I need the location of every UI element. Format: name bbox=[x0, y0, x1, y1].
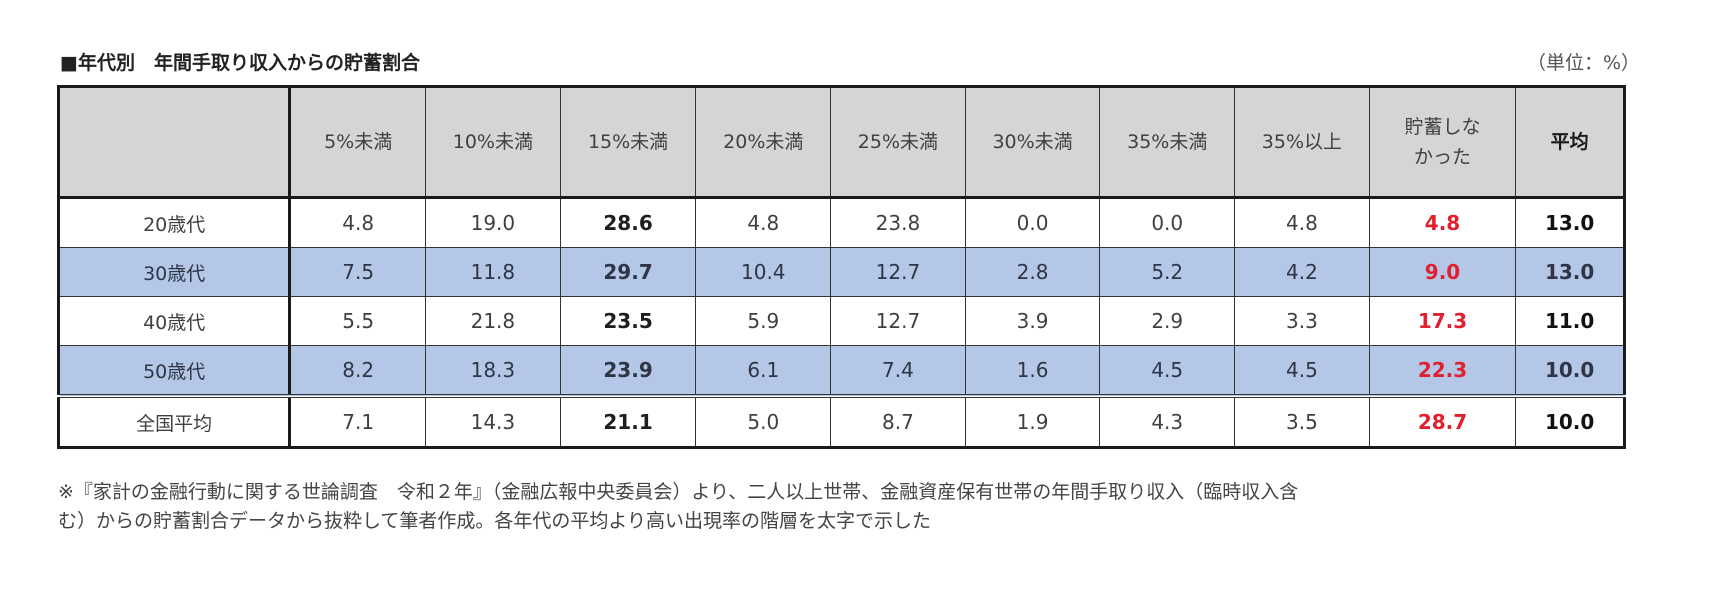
table-cell: 29.7 bbox=[559, 247, 697, 297]
table-cell: 7.5 bbox=[289, 247, 427, 297]
table-cell: 5.5 bbox=[289, 296, 427, 346]
table-cell: 14.3 bbox=[425, 394, 561, 448]
average-cell: 10.0 bbox=[1515, 345, 1625, 397]
table-row-40s: 40歳代 5.5 21.8 23.5 5.9 12.7 3.9 2.9 3.3 … bbox=[57, 296, 1625, 346]
header-lt-35: 35%未満 bbox=[1099, 86, 1236, 198]
table-cell: 0.0 bbox=[964, 197, 1101, 248]
table-cell: 18.3 bbox=[425, 345, 561, 397]
table-cell: 4.8 bbox=[695, 197, 832, 248]
table-cell: 5.0 bbox=[695, 394, 832, 448]
table-row-national-average: 全国平均 7.1 14.3 21.1 5.0 8.7 1.9 4.3 3.5 2… bbox=[57, 394, 1625, 448]
table-cell: 5.2 bbox=[1099, 247, 1236, 297]
table-cell: 7.4 bbox=[830, 345, 966, 397]
table-row-50s: 50歳代 8.2 18.3 23.9 6.1 7.4 1.6 4.5 4.5 2… bbox=[57, 345, 1625, 397]
table-cell: 2.8 bbox=[964, 247, 1101, 297]
table-cell: 12.7 bbox=[830, 296, 966, 346]
header-lt-15: 15%未満 bbox=[559, 86, 697, 198]
header-row: 5%未満 10%未満 15%未満 20%未満 25%未満 30%未満 35%未満… bbox=[57, 86, 1625, 198]
table-cell: 3.3 bbox=[1234, 296, 1370, 346]
table-cell: 23.5 bbox=[559, 296, 697, 346]
table-cell: 12.7 bbox=[830, 247, 966, 297]
average-cell: 10.0 bbox=[1515, 394, 1625, 448]
table-cell: 4.5 bbox=[1234, 345, 1370, 397]
savings-ratio-table: 5%未満 10%未満 15%未満 20%未満 25%未満 30%未満 35%未満… bbox=[57, 85, 1626, 449]
row-label: 全国平均 bbox=[57, 394, 292, 448]
table-cell: 23.8 bbox=[830, 197, 966, 248]
table-cell: 1.9 bbox=[964, 394, 1101, 448]
row-label: 50歳代 bbox=[57, 345, 292, 397]
table-cell: 1.6 bbox=[964, 345, 1101, 397]
table-cell: 8.7 bbox=[830, 394, 966, 448]
average-cell: 11.0 bbox=[1515, 296, 1625, 346]
table-cell: 4.8 bbox=[289, 197, 427, 248]
no-saving-cell: 17.3 bbox=[1368, 296, 1517, 346]
header-corner bbox=[57, 86, 292, 198]
table-cell: 0.0 bbox=[1099, 197, 1236, 248]
table-cell: 2.9 bbox=[1099, 296, 1236, 346]
header-no-saving: 貯蓄しな かった bbox=[1368, 86, 1517, 198]
table-cell: 4.5 bbox=[1099, 345, 1236, 397]
header-lt-10: 10%未満 bbox=[425, 86, 561, 198]
row-label: 30歳代 bbox=[57, 247, 292, 297]
table-cell: 4.2 bbox=[1234, 247, 1370, 297]
row-label: 20歳代 bbox=[57, 197, 292, 248]
average-cell: 13.0 bbox=[1515, 247, 1625, 297]
table-cell: 6.1 bbox=[695, 345, 832, 397]
table-cell: 4.8 bbox=[1234, 197, 1370, 248]
header-lt-25: 25%未満 bbox=[830, 86, 966, 198]
header-lt-5: 5%未満 bbox=[289, 86, 427, 198]
table-row-30s: 30歳代 7.5 11.8 29.7 10.4 12.7 2.8 5.2 4.2… bbox=[57, 247, 1625, 297]
table-cell: 21.8 bbox=[425, 296, 561, 346]
header-no-saving-line2: かった bbox=[1414, 146, 1472, 168]
average-cell: 13.0 bbox=[1515, 197, 1625, 248]
table-cell: 8.2 bbox=[289, 345, 427, 397]
no-saving-cell: 4.8 bbox=[1368, 197, 1517, 248]
header-average: 平均 bbox=[1515, 86, 1625, 198]
footnote-line-1: ※『家計の金融行動に関する世論調査 令和２年』（金融広報中央委員会）より、二人以… bbox=[58, 481, 1299, 503]
unit-label: （単位：%） bbox=[1526, 52, 1640, 74]
table-cell: 4.3 bbox=[1099, 394, 1236, 448]
table-cell: 3.5 bbox=[1234, 394, 1370, 448]
table-cell: 19.0 bbox=[425, 197, 561, 248]
no-saving-cell: 9.0 bbox=[1368, 247, 1517, 297]
table-cell: 28.6 bbox=[559, 197, 697, 248]
table-cell: 3.9 bbox=[964, 296, 1101, 346]
no-saving-cell: 28.7 bbox=[1368, 394, 1517, 448]
footnote-line-2: む）からの貯蓄割合データから抜粋して筆者作成。各年代の平均より高い出現率の階層を… bbox=[58, 510, 932, 532]
table-row-20s: 20歳代 4.8 19.0 28.6 4.8 23.8 0.0 0.0 4.8 … bbox=[57, 197, 1625, 248]
header-gte-35: 35%以上 bbox=[1234, 86, 1370, 198]
header-no-saving-line1: 貯蓄しな bbox=[1404, 116, 1481, 138]
row-label: 40歳代 bbox=[57, 296, 292, 346]
no-saving-cell: 22.3 bbox=[1368, 345, 1517, 397]
table-cell: 21.1 bbox=[559, 394, 697, 448]
table-cell: 11.8 bbox=[425, 247, 561, 297]
table-cell: 5.9 bbox=[695, 296, 832, 346]
table-cell: 10.4 bbox=[695, 247, 832, 297]
table-title: ■年代別 年間手取り収入からの貯蓄割合 bbox=[60, 52, 420, 74]
table-cell: 7.1 bbox=[289, 394, 427, 448]
table-cell: 23.9 bbox=[559, 345, 697, 397]
header-lt-20: 20%未満 bbox=[695, 86, 832, 198]
footnote: ※『家計の金融行動に関する世論調査 令和２年』（金融広報中央委員会）より、二人以… bbox=[58, 478, 1658, 536]
header-lt-30: 30%未満 bbox=[964, 86, 1101, 198]
